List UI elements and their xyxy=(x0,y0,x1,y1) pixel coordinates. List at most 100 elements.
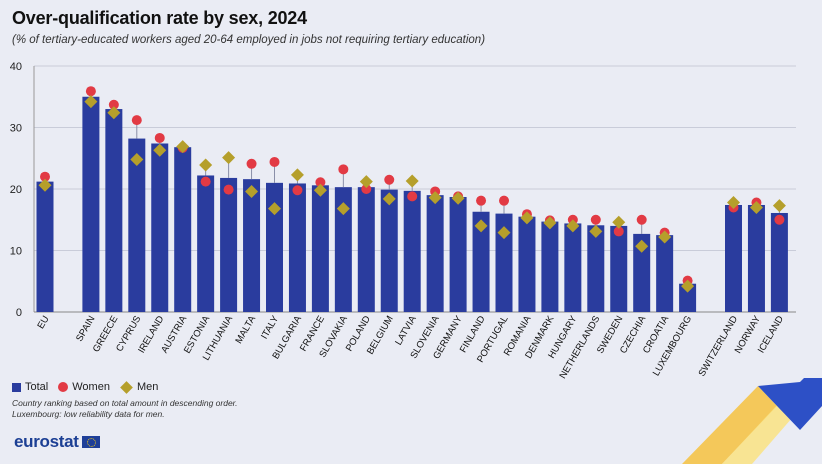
marker-women xyxy=(361,184,372,194)
eurostat-logo: eurostat xyxy=(14,432,100,452)
y-tick-label: 20 xyxy=(10,184,22,196)
marker-men xyxy=(749,200,763,214)
marker-men xyxy=(382,192,396,206)
bar-total xyxy=(747,204,765,312)
bar-total xyxy=(105,109,123,312)
bar-total xyxy=(128,138,146,312)
legend: Total Women Men xyxy=(12,380,168,394)
bar-total xyxy=(426,195,444,312)
marker-men xyxy=(520,211,534,225)
marker-men xyxy=(658,230,672,244)
bar-total xyxy=(197,175,215,312)
bar-total xyxy=(266,182,283,312)
legend-label-women: Women xyxy=(72,381,110,393)
marker-women xyxy=(85,86,96,97)
marker-men xyxy=(727,196,740,210)
marker-men xyxy=(497,226,511,240)
marker-men xyxy=(451,191,465,205)
marker-women xyxy=(200,176,211,187)
legend-swatch-total xyxy=(12,382,21,392)
bar-total xyxy=(472,211,490,312)
marker-women xyxy=(223,184,234,195)
bar-total xyxy=(174,147,192,312)
bar-total xyxy=(564,223,582,312)
y-tick-label: 10 xyxy=(10,246,22,258)
legend-item-women: Women xyxy=(58,381,110,393)
bar-total xyxy=(610,225,628,312)
x-tick-label: SPAIN xyxy=(74,314,97,344)
marker-men xyxy=(199,158,213,172)
legend-label-total: Total xyxy=(25,381,49,393)
bar-total xyxy=(334,187,352,312)
marker-women xyxy=(269,156,280,167)
logo-text: eurostat xyxy=(14,432,79,451)
marker-men xyxy=(130,152,144,166)
marker-men xyxy=(428,191,442,205)
marker-men xyxy=(635,239,649,253)
y-tick-label: 0 xyxy=(16,307,22,319)
marker-men xyxy=(268,202,281,216)
marker-men xyxy=(405,174,419,188)
marker-women xyxy=(131,115,142,126)
bar-total xyxy=(311,185,329,312)
y-tick-label: 30 xyxy=(10,123,22,135)
bar-total xyxy=(243,179,261,312)
chart-subtitle: (% of tertiary-educated workers aged 20-… xyxy=(12,34,486,46)
legend-swatch-women xyxy=(58,382,69,392)
marker-men xyxy=(359,175,373,189)
bar-total xyxy=(82,96,100,312)
bar-total xyxy=(633,233,651,312)
marker-women xyxy=(292,185,303,196)
marker-men xyxy=(589,224,603,238)
marker-women xyxy=(407,191,418,202)
footnote-ranking: Country ranking based on total amount in… xyxy=(12,398,238,408)
marker-men xyxy=(153,143,167,157)
marker-men xyxy=(84,95,98,109)
marker-men xyxy=(772,199,786,213)
bar-total xyxy=(725,204,742,312)
corner-decoration xyxy=(682,378,822,464)
marker-men xyxy=(245,184,259,198)
marker-women xyxy=(338,164,349,175)
bar-total xyxy=(151,143,169,312)
x-tick-label: EU xyxy=(35,314,51,331)
chart-title: Over-qualification rate by sex, 2024 xyxy=(12,8,307,28)
bar-total xyxy=(36,181,54,312)
marker-men xyxy=(566,219,580,233)
bar-total xyxy=(288,183,306,312)
marker-women xyxy=(476,195,487,206)
marker-women xyxy=(590,214,601,225)
marker-men xyxy=(176,140,190,154)
bar-total xyxy=(587,225,605,312)
bar-total xyxy=(495,213,513,312)
bar-total xyxy=(357,187,375,312)
marker-women xyxy=(384,174,395,185)
marker-women xyxy=(315,177,326,188)
marker-men xyxy=(543,216,557,230)
bar-total xyxy=(220,177,238,312)
bar-total xyxy=(380,189,398,312)
marker-men xyxy=(474,219,488,233)
bar-total xyxy=(770,212,788,312)
marker-men xyxy=(107,106,121,120)
x-tick-label: SWITZERLAND xyxy=(697,314,741,379)
footnote-luxembourg: Luxembourg: low reliability data for men… xyxy=(12,409,165,419)
bar-total xyxy=(656,235,674,312)
marker-men xyxy=(290,168,304,182)
bar-total xyxy=(518,216,536,312)
legend-label-men: Men xyxy=(136,381,159,393)
marker-women xyxy=(636,214,647,225)
marker-women xyxy=(154,132,165,143)
bar-total xyxy=(449,196,467,312)
bar-total xyxy=(403,190,421,312)
marker-men xyxy=(222,151,236,165)
legend-swatch-men xyxy=(120,380,133,394)
legend-item-total: Total xyxy=(12,381,48,393)
y-tick-label: 40 xyxy=(10,61,22,73)
marker-women xyxy=(246,158,257,169)
x-tick-label: MALTA xyxy=(233,313,258,345)
marker-men xyxy=(336,202,350,216)
bar-total xyxy=(679,283,697,312)
bar-total xyxy=(541,221,559,312)
